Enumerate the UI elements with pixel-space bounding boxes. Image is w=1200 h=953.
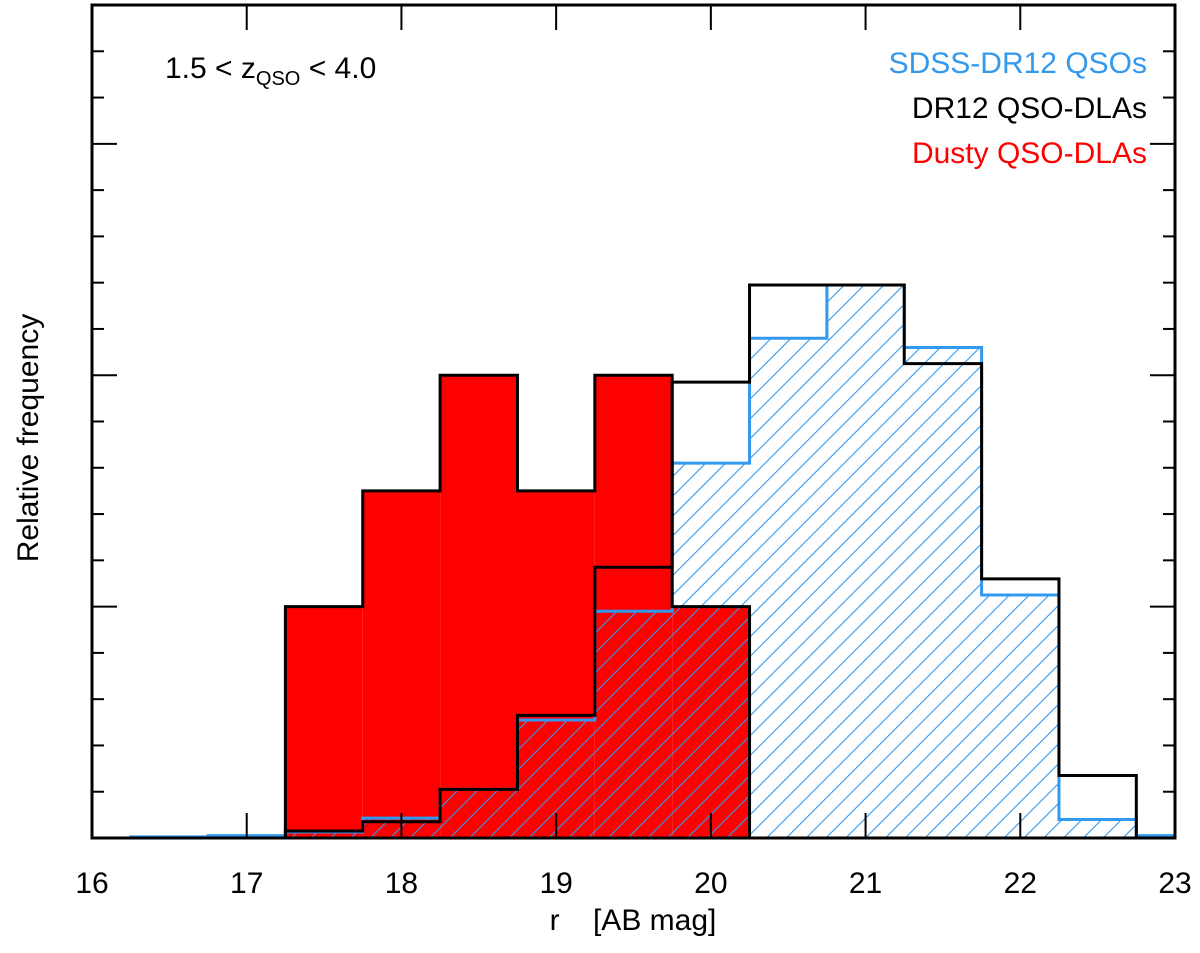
histogram-outline: [130, 373, 1175, 838]
bar: [749, 338, 827, 838]
bar: [672, 463, 750, 838]
annotation-text: < 4.0: [300, 52, 376, 85]
bar: [826, 284, 905, 838]
x-tick-label: 18: [385, 867, 418, 900]
annotation-subscript: QSO: [256, 68, 300, 90]
bar: [440, 789, 518, 838]
x-tick-label: 23: [1158, 867, 1191, 900]
x-tick-label: 16: [75, 867, 108, 900]
x-tick-label: 20: [694, 867, 727, 900]
bar: [285, 606, 363, 838]
plot-area: [129, 283, 1175, 838]
y-axis-label: Relative frequency: [12, 314, 45, 562]
bar: [285, 831, 363, 838]
annotation: 1.5 < zQSO < 4.0: [165, 52, 376, 90]
x-tick-label: 17: [230, 867, 263, 900]
x-tick-label: 19: [539, 867, 572, 900]
x-tick-label: 22: [1004, 867, 1037, 900]
histogram-outline: [130, 283, 1175, 838]
bar: [981, 595, 1059, 838]
legend-entry: DR12 QSO-DLAs: [912, 92, 1147, 125]
bar: [362, 490, 441, 838]
x-axis-label: r [AB mag]: [550, 904, 717, 937]
bar: [904, 347, 982, 838]
bar: [440, 375, 518, 838]
annotation-text: 1.5 < z: [165, 52, 256, 85]
legend-entry: Dusty QSO-DLAs: [912, 137, 1147, 170]
x-tick-label: 21: [849, 867, 882, 900]
legend-entry: SDSS-DR12 QSOs: [889, 47, 1147, 80]
bar: [1058, 819, 1137, 838]
bar: [594, 611, 673, 838]
